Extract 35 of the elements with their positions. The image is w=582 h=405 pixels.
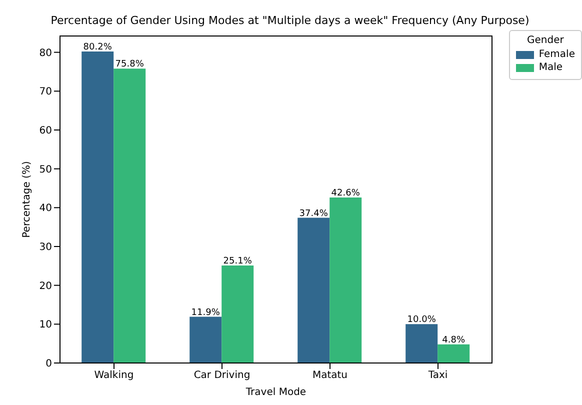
legend-title: Gender — [526, 35, 565, 46]
x-tick-label: Taxi — [427, 370, 448, 382]
data-label: 25.1% — [223, 256, 252, 267]
bar — [298, 218, 330, 363]
data-label: 75.8% — [115, 60, 144, 70]
x-axis-title: Travel Mode — [244, 387, 306, 398]
bar — [222, 266, 254, 363]
data-label: 37.4% — [299, 208, 328, 219]
y-tick-label: 70 — [39, 86, 52, 98]
data-label: 42.6% — [331, 188, 360, 199]
y-axis-title: Percentage (%) — [22, 161, 33, 238]
legend-label: Male — [538, 62, 563, 73]
bar — [406, 324, 438, 363]
bar — [330, 198, 362, 363]
x-tick-label: Walking — [94, 370, 134, 382]
y-tick-label: 10 — [39, 320, 52, 331]
y-tick-label: 60 — [39, 126, 52, 137]
data-label: 80.2% — [83, 42, 112, 53]
chart-title: Percentage of Gender Using Modes at "Multiple days a week" Frequency (Any Purpose) — [50, 14, 530, 27]
y-tick-label: 0 — [46, 358, 52, 370]
data-label: 11.9% — [191, 308, 220, 318]
y-tick-label: 40 — [39, 203, 52, 214]
y-tick-label: 80 — [39, 48, 52, 59]
bar — [114, 68, 146, 363]
data-label: 4.8% — [442, 335, 466, 346]
y-tick-label: 30 — [39, 242, 52, 254]
x-tick-label: Matatu — [312, 370, 348, 382]
y-tick-label: 20 — [39, 280, 52, 292]
data-label: 10.0% — [407, 315, 436, 326]
legend-label: Female — [538, 49, 575, 60]
bar — [82, 52, 114, 363]
bar — [190, 316, 222, 363]
x-tick-label: Car Driving — [194, 370, 250, 382]
y-tick-label: 50 — [39, 164, 52, 176]
bar — [438, 344, 470, 363]
